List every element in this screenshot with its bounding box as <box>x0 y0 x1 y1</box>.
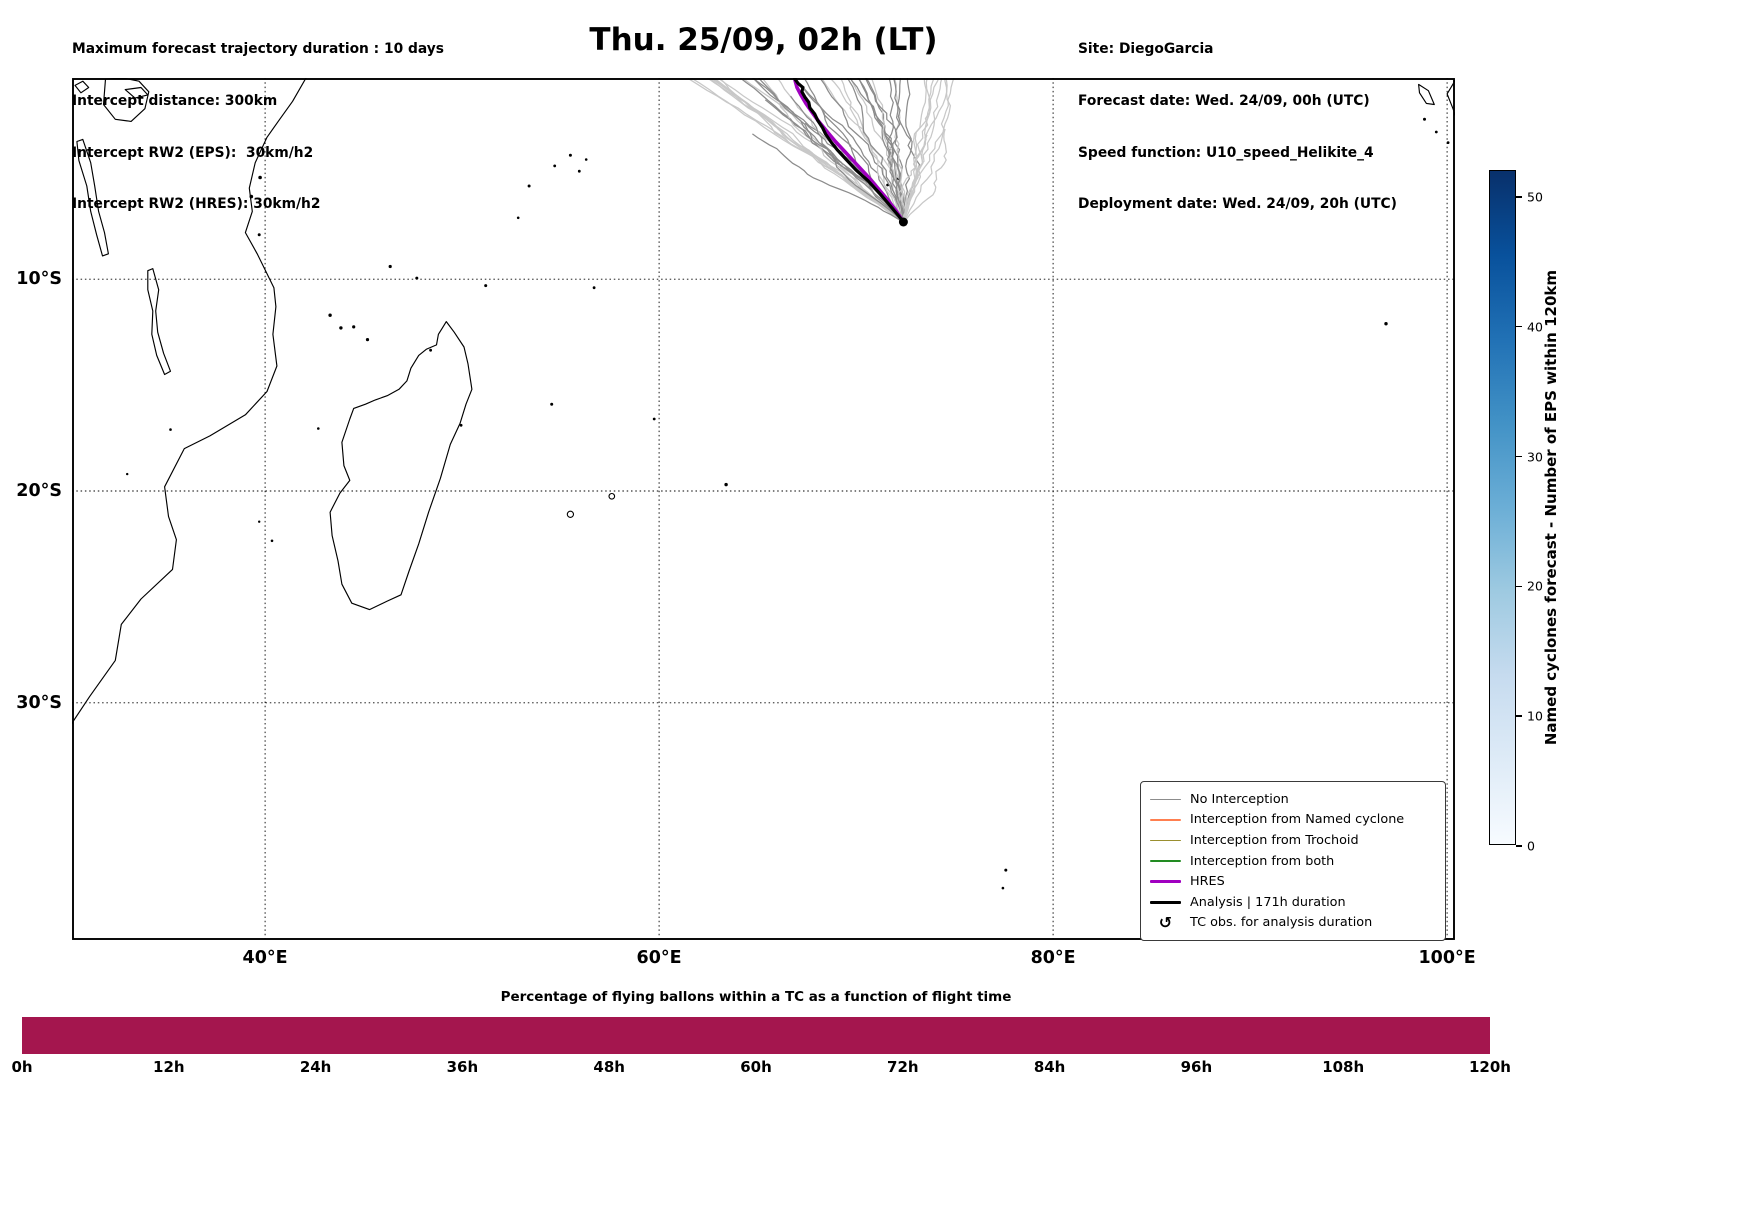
legend-item-label: Analysis | 171h duration <box>1190 894 1346 910</box>
x-tick-label: 80°E <box>1030 948 1076 968</box>
bottom-tick-label: 36h <box>446 1058 479 1076</box>
y-tick-label: 20°S <box>16 480 62 501</box>
legend-item: HRES <box>1150 872 1435 891</box>
y-tick-label: 10°S <box>16 269 62 290</box>
legend-line-sample <box>1150 839 1181 842</box>
param-line-intercept-distance: Intercept distance: 300km <box>72 93 278 110</box>
legend-line <box>1150 839 1181 842</box>
legend: No Interception Interception from Named c… <box>1140 781 1446 942</box>
colorbar-tick-label: 0 <box>1527 838 1535 854</box>
info-line-forecast-date: Forecast date: Wed. 24/09, 00h (UTC) <box>1078 93 1370 110</box>
legend-line <box>1150 879 1181 884</box>
x-tick-label: 100°E <box>1418 948 1476 968</box>
bottom-tick-label: 60h <box>740 1058 772 1076</box>
bottom-tick-label: 0h <box>11 1058 33 1076</box>
bottom-tick-label: 84h <box>1033 1058 1066 1076</box>
bottom-tick-label: 120h <box>1469 1058 1511 1076</box>
legend-item-label: Interception from Named cyclone <box>1190 812 1405 828</box>
balloon-percentage-bar <box>22 1017 1490 1054</box>
legend-item: Interception from Trochoid <box>1150 831 1435 850</box>
legend-line-sample <box>1150 860 1181 862</box>
colorbar-tick <box>1516 845 1522 847</box>
legend-line <box>1150 900 1181 904</box>
colorbar: 0 10 20 30 40 50 <box>1489 170 1543 854</box>
y-tick-label: 30°S <box>16 692 62 713</box>
valid-time-title: Thu. 25/09, 02h (LT) <box>589 22 938 58</box>
colorbar-tick <box>1516 326 1522 328</box>
param-line-duration: Maximum forecast trajectory duration : 1… <box>72 41 444 58</box>
colorbar-tick-label: 20 <box>1527 578 1543 594</box>
x-tick-label: 40°E <box>242 948 288 968</box>
colorbar-tick <box>1516 455 1522 458</box>
site-info: Site: DiegoGarcia Forecast date: Wed. 24… <box>1078 7 1397 248</box>
legend-item-label: HRES <box>1190 874 1225 890</box>
trajectory-map <box>72 78 1455 940</box>
bottom-tick-label: 24h <box>299 1058 332 1076</box>
legend-line-sample <box>1150 819 1181 821</box>
colorbar-label: Named cyclones forecast - Number of EPS … <box>1542 269 1560 746</box>
bottom-chart-title: Percentage of flying ballons within a TC… <box>500 989 1012 1005</box>
legend-item-label: TC obs. for analysis duration <box>1190 915 1373 931</box>
bottom-axis-tick-labels: 0h 12h 24h 36h 48h 60h 72h 84h 96h 108h 120h <box>11 1058 1511 1080</box>
colorbar-tick <box>1516 585 1522 588</box>
bottom-tick-label: 48h <box>593 1058 625 1076</box>
colorbar-label-wrap: Named cyclones forecast - Number of EPS … <box>1534 170 1568 845</box>
legend-line <box>1150 860 1181 862</box>
legend-item: Interception from both <box>1150 852 1435 871</box>
legend-line-sample <box>1150 900 1181 904</box>
bottom-tick-label: 72h <box>887 1058 919 1076</box>
info-line-deployment-date: Deployment date: Wed. 24/09, 20h (UTC) <box>1078 196 1397 213</box>
colorbar-gradient <box>1490 171 1515 844</box>
legend-item-label: No Interception <box>1190 791 1289 807</box>
legend-line <box>1150 798 1181 801</box>
info-line-site: Site: DiegoGarcia <box>1078 41 1214 58</box>
param-line-rw2-eps: Intercept RW2 (EPS): 30km/h2 <box>72 144 314 161</box>
legend-line-sample <box>1150 798 1181 801</box>
colorbar-tick <box>1516 715 1522 717</box>
colorbar-tick-label: 30 <box>1527 449 1543 465</box>
x-tick-label: 60°E <box>636 948 682 968</box>
colorbar-tick-label: 40 <box>1527 319 1543 335</box>
bottom-tick-label: 108h <box>1322 1058 1365 1076</box>
colorbar-tick-label: 10 <box>1527 708 1543 724</box>
colorbar-tick <box>1516 196 1522 198</box>
legend-item: ↺ TC obs. for analysis duration <box>1150 914 1435 933</box>
legend-item-label: Interception from both <box>1190 853 1335 869</box>
bottom-tick-label: 12h <box>153 1058 185 1076</box>
map-canvas <box>72 78 1455 940</box>
tc-obs-symbol-icon: ↺ <box>1158 912 1173 932</box>
bottom-tick-label: 96h <box>1180 1058 1213 1076</box>
legend-item: No Interception <box>1150 790 1435 809</box>
legend-item: Analysis | 171h duration <box>1150 893 1435 912</box>
info-line-speed-function: Speed function: U10_speed_Helikite_4 <box>1078 144 1374 161</box>
colorbar-tick-label: 50 <box>1527 189 1543 205</box>
legend-item: Interception from Named cyclone <box>1150 811 1435 830</box>
legend-item-label: Interception from Trochoid <box>1190 832 1359 848</box>
forecast-parameters: Maximum forecast trajectory duration : 1… <box>72 7 444 248</box>
legend-line-sample <box>1150 879 1181 884</box>
legend-line <box>1150 819 1181 821</box>
